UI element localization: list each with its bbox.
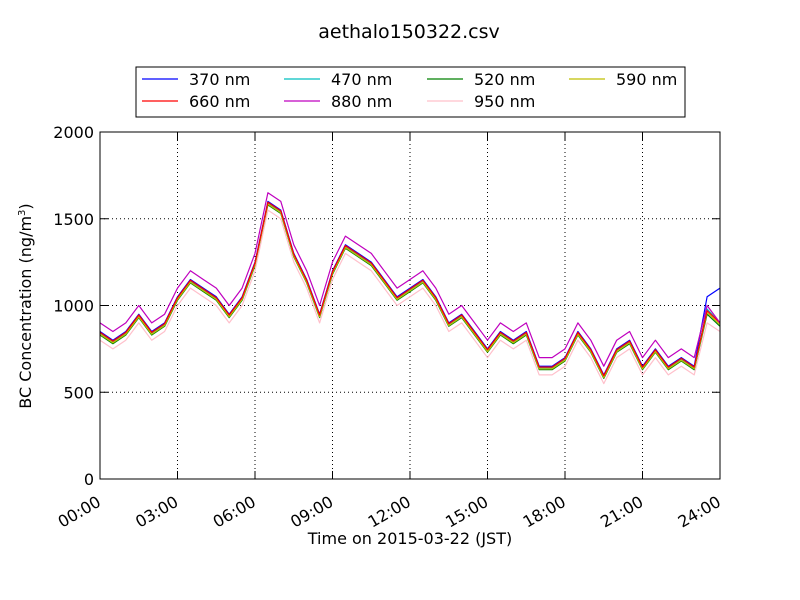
legend-label-0: 370 nm <box>189 70 250 89</box>
legend-label-5: 880 nm <box>331 92 392 111</box>
y-tick-label: 500 <box>63 383 94 402</box>
y-axis-label: BC Concentration (ng/m3) <box>16 203 35 408</box>
x-tick-label: 12:00 <box>365 492 414 532</box>
legend-label-2: 520 nm <box>474 70 535 89</box>
legend-label-3: 590 nm <box>616 70 677 89</box>
legend-label-1: 470 nm <box>331 70 392 89</box>
x-tick-label: 18:00 <box>520 492 569 532</box>
legend-box <box>135 66 686 118</box>
x-tick-label: 03:00 <box>132 492 181 532</box>
y-axis-label-superscript: 3 <box>17 210 28 216</box>
chart-title: aethalo150322.csv <box>318 21 500 43</box>
y-tick-label: 1500 <box>53 210 94 229</box>
series-line-3 <box>99 203 721 379</box>
series-line-5 <box>99 192 721 367</box>
y-tick-label: 2000 <box>53 123 94 142</box>
x-tick-label: 21:00 <box>597 492 646 532</box>
series-line-0 <box>99 200 721 376</box>
x-tick-label: 15:00 <box>442 492 491 532</box>
y-axis-label-main: BC Concentration (ng/m <box>16 216 35 409</box>
x-tick-label: 00:00 <box>55 492 104 532</box>
legend-label-4: 660 nm <box>189 92 250 111</box>
y-tick-label: 0 <box>84 470 94 489</box>
x-tick-label: 24:00 <box>675 492 724 532</box>
series-lines <box>99 192 721 385</box>
x-axis-label: Time on 2015-03-22 (JST) <box>307 529 512 548</box>
legend-label-6: 950 nm <box>474 92 535 111</box>
y-tick-label: 1000 <box>53 297 94 316</box>
series-line-6 <box>99 209 721 385</box>
x-tick-label: 09:00 <box>287 492 336 532</box>
x-tick-label: 06:00 <box>210 492 259 532</box>
legend: 370 nm 470 nm 520 nm 590 nm 660 nm 880 nm 950 … <box>135 66 686 118</box>
grid <box>100 132 720 479</box>
series-line-4 <box>99 201 721 377</box>
y-axis-label-close: ) <box>16 203 35 209</box>
